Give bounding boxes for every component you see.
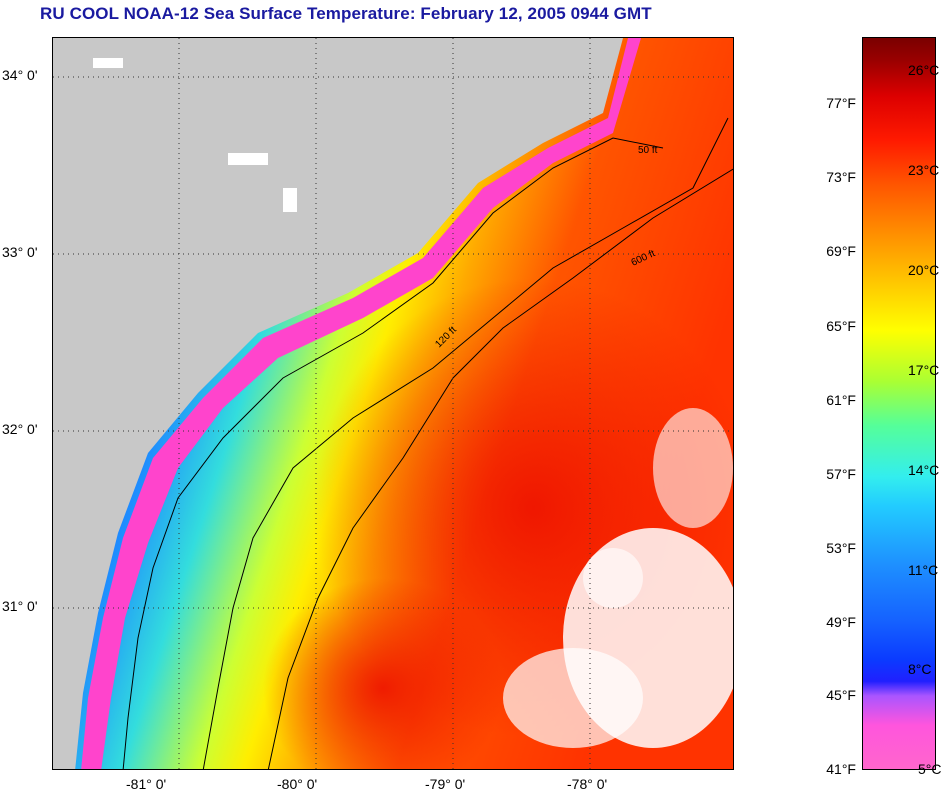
lat-label-31: 31° 0' <box>2 598 38 614</box>
graticule <box>53 38 733 769</box>
lat-label-32: 32° 0' <box>2 421 38 437</box>
colorbar-f-65: 65°F <box>826 318 856 334</box>
gulf-stream-south <box>263 578 503 769</box>
lon-label-80: -80° 0' <box>277 776 318 792</box>
contour-600ft <box>267 168 733 769</box>
lat-label-33: 33° 0' <box>2 244 38 260</box>
lat-label-34: 34° 0' <box>2 67 38 83</box>
colorbar-c-8: 8°C <box>908 661 932 677</box>
colorbar-f-61: 61°F <box>826 392 856 408</box>
contour-label-50ft: 50 ft <box>638 145 658 156</box>
contour-120ft <box>202 117 729 769</box>
bathymetry-contours <box>122 117 733 769</box>
colorbar-c-20: 20°C <box>908 262 940 278</box>
colorbar-c-5: 5°C <box>918 761 942 777</box>
map-title: RU COOL NOAA-12 Sea Surface Temperature:… <box>40 4 652 23</box>
colorbar-f-45: 45°F <box>826 687 856 703</box>
colorbar-f-73: 73°F <box>826 169 856 185</box>
colorbar-f-53: 53°F <box>826 540 856 556</box>
sst-map[interactable]: 50 ft 120 ft 600 ft <box>52 37 734 770</box>
temperature-colorbar <box>862 37 936 770</box>
cloud-cover <box>503 408 733 748</box>
land-area <box>53 38 623 769</box>
lon-label-81: -81° 0' <box>126 776 167 792</box>
colorbar-c-23: 23°C <box>908 162 940 178</box>
lon-label-78: -78° 0' <box>567 776 608 792</box>
colorbar-f-77: 77°F <box>826 95 856 111</box>
colorbar-f-69: 69°F <box>826 243 856 259</box>
inland-features <box>93 58 297 212</box>
colorbar-f-57: 57°F <box>826 466 856 482</box>
sst-map-canvas: 50 ft 120 ft 600 ft <box>53 38 733 769</box>
colorbar-c-17: 17°C <box>908 362 940 378</box>
lon-label-79: -79° 0' <box>425 776 466 792</box>
colorbar-c-11: 11°C <box>908 562 939 578</box>
colorbar-c-26: 26°C <box>908 62 940 78</box>
colorbar-c-14: 14°C <box>908 462 940 478</box>
colorbar-f-49: 49°F <box>826 614 856 630</box>
contour-50ft <box>122 137 664 769</box>
colorbar-f-41: 41°F <box>826 761 856 777</box>
